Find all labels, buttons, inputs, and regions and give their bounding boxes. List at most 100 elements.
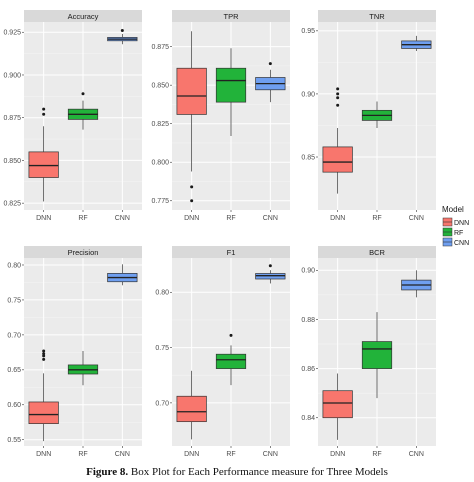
outlier-point (336, 87, 340, 91)
x-tick-label-dnn: DNN (184, 451, 199, 458)
x-tick-label-rf: RF (78, 215, 87, 222)
outlier-point (336, 92, 340, 96)
box-f1-dnn (176, 370, 207, 440)
legend-title: Model (442, 205, 464, 214)
y-tick-label-accuracy: 0.875 (3, 115, 21, 122)
outlier-point (190, 199, 194, 203)
y-tick-label-tnr: 0.95 (301, 28, 315, 35)
y-tick-label-precision: 0.65 (7, 367, 21, 374)
legend-label-dnn: DNN (454, 220, 469, 227)
outlier-point (190, 185, 194, 189)
y-tick-label-bcr: 0.84 (301, 415, 315, 422)
outlier-point (42, 352, 46, 356)
y-tick-label-precision: 0.60 (7, 402, 21, 409)
legend: Model DNN RF CNN (442, 205, 469, 247)
box-body (28, 151, 59, 178)
panel-tpr: TPR 0.775 0.800 0.825 0.850 0.875 DNN RF CNN (151, 10, 290, 222)
y-tick-label-f1: 0.75 (155, 345, 169, 352)
panel-tnr: TNR 0.85 0.90 0.95 DNN RF CNN (301, 10, 436, 222)
box-f1-rf (215, 333, 247, 386)
outlier-point (268, 62, 272, 66)
outlier-point (268, 264, 272, 268)
y-tick-label-accuracy: 0.825 (3, 201, 21, 208)
panel-bcr: BCR 0.84 0.86 0.88 0.90 DNN RF CNN (301, 246, 436, 458)
box-f1-cnn (255, 264, 286, 284)
box-tnr-rf (361, 101, 393, 128)
y-tick-label-accuracy: 0.850 (3, 158, 21, 165)
box-body (322, 390, 353, 419)
x-tick-label-dnn: DNN (36, 215, 51, 222)
figure-caption-text: Box Plot for Each Performance measure fo… (128, 466, 388, 478)
box-accuracy-dnn (28, 107, 59, 202)
panel-title-accuracy: Accuracy (68, 12, 99, 21)
y-tick-label-tpr: 0.800 (151, 160, 169, 167)
y-tick-label-bcr: 0.90 (301, 268, 315, 275)
figure-caption: Figure 8. Box Plot for Each Performance … (0, 466, 474, 482)
outlier-point (42, 354, 46, 358)
y-tick-label-precision: 0.70 (7, 332, 21, 339)
panel-title-tnr: TNR (369, 12, 385, 21)
outlier-point (42, 357, 46, 361)
legend-item-cnn: CNN (442, 237, 469, 247)
box-accuracy-cnn (107, 29, 138, 45)
y-tick-label-tpr: 0.850 (151, 83, 169, 90)
y-tick-label-tnr: 0.90 (301, 91, 315, 98)
x-tick-label-cnn: CNN (409, 451, 424, 458)
y-tick-label-accuracy: 0.900 (3, 72, 21, 79)
box-bcr-rf (361, 312, 393, 399)
panel-strip-tpr (172, 10, 290, 22)
panel-title-bcr: BCR (369, 248, 385, 257)
box-body (215, 67, 247, 103)
x-tick-label-cnn: CNN (115, 215, 130, 222)
y-tick-label-f1: 0.70 (155, 400, 169, 407)
box-bcr-cnn (401, 270, 432, 298)
panel-strip-f1 (172, 246, 290, 258)
box-tpr-cnn (255, 62, 286, 103)
outlier-point (42, 112, 46, 116)
y-tick-label-precision: 0.80 (7, 262, 21, 269)
x-tick-label-rf: RF (372, 451, 381, 458)
y-tick-label-precision: 0.75 (7, 297, 21, 304)
box-body (215, 353, 247, 369)
x-tick-label-rf: RF (226, 451, 235, 458)
x-tick-label-dnn: DNN (36, 451, 51, 458)
y-tick-label-tpr: 0.875 (151, 44, 169, 51)
panel-accuracy: Accuracy 0.825 0.850 0.875 0.900 0.925 DNN RF CN… (3, 10, 142, 222)
box-accuracy-rf (67, 92, 99, 130)
y-tick-label-tpr: 0.775 (151, 198, 169, 205)
box-body (176, 67, 207, 115)
panel-title-f1: F1 (227, 248, 236, 257)
panel-strip-precision (24, 246, 142, 258)
panel-title-tpr: TPR (224, 12, 240, 21)
outlier-point (81, 92, 85, 96)
x-tick-label-cnn: CNN (263, 451, 278, 458)
box-body (176, 395, 207, 423)
outlier-point (336, 96, 340, 100)
x-tick-label-cnn: CNN (263, 215, 278, 222)
box-body (361, 341, 393, 369)
x-tick-label-dnn: DNN (330, 451, 345, 458)
box-precision-dnn (28, 349, 59, 442)
box-body (28, 401, 59, 424)
box-plot-figure: Accuracy 0.825 0.850 0.875 0.900 0.925 DNN RF CN… (3, 10, 469, 458)
box-tnr-cnn (401, 35, 432, 52)
y-tick-label-precision: 0.55 (7, 437, 21, 444)
panel-strip-tnr (318, 10, 436, 22)
box-body (322, 146, 353, 173)
box-tpr-dnn (176, 31, 207, 203)
panel-title-precision: Precision (68, 248, 99, 257)
outlier-point (229, 333, 233, 337)
legend-item-rf: RF (442, 227, 463, 237)
outlier-point (120, 29, 124, 33)
y-tick-label-accuracy: 0.925 (3, 30, 21, 37)
box-bcr-dnn (322, 373, 353, 440)
x-tick-label-dnn: DNN (330, 215, 345, 222)
x-tick-label-cnn: CNN (115, 451, 130, 458)
x-tick-label-dnn: DNN (184, 215, 199, 222)
outlier-point (42, 349, 46, 353)
x-tick-label-rf: RF (226, 215, 235, 222)
legend-label-rf: RF (454, 230, 463, 237)
box-precision-cnn (107, 264, 138, 286)
box-precision-rf (67, 350, 99, 386)
box-tpr-rf (215, 48, 247, 137)
